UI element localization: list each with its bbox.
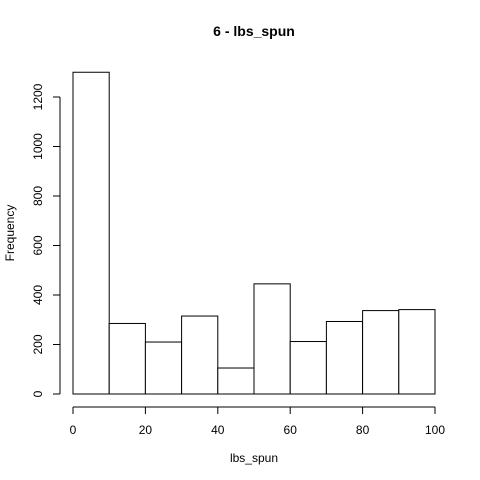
histogram-bar-40-50 xyxy=(217,367,255,395)
y-tick-label: 400 xyxy=(31,285,45,305)
y-tick-label: 1000 xyxy=(31,133,45,160)
histogram-bar-30-40 xyxy=(181,315,219,395)
x-tick-label: 80 xyxy=(356,423,370,437)
histogram-bar-90-100 xyxy=(398,309,436,395)
histogram-bar-80-90 xyxy=(362,310,400,395)
histogram-bar-60-70 xyxy=(289,341,327,395)
x-tick-label: 60 xyxy=(284,423,298,437)
y-axis-label: Frequency xyxy=(3,205,17,262)
x-axis: 0 20 40 60 80 100 xyxy=(70,406,445,437)
histogram-bar-70-80 xyxy=(325,320,364,395)
chart-title: 6 - lbs_spun xyxy=(213,23,295,39)
histogram-bar-0-10 xyxy=(72,71,110,395)
y-axis: 0 200 400 600 800 1000 1200 xyxy=(31,83,61,397)
x-axis-label: lbs_spun xyxy=(230,451,278,465)
y-tick-label: 600 xyxy=(31,235,45,255)
y-tick-label: 200 xyxy=(31,334,45,354)
histogram-bar-20-30 xyxy=(144,341,183,395)
x-tick-label: 0 xyxy=(70,423,77,437)
x-tick-label: 20 xyxy=(139,423,153,437)
y-tick-label: 0 xyxy=(31,390,45,397)
y-tick-label: 800 xyxy=(31,186,45,206)
y-tick-label: 1200 xyxy=(31,83,45,110)
histogram-bar-50-60 xyxy=(253,283,291,395)
x-tick-label: 40 xyxy=(211,423,225,437)
bars-group xyxy=(72,71,436,395)
histogram-bar-10-20 xyxy=(108,322,146,395)
x-tick-label: 100 xyxy=(425,423,445,437)
